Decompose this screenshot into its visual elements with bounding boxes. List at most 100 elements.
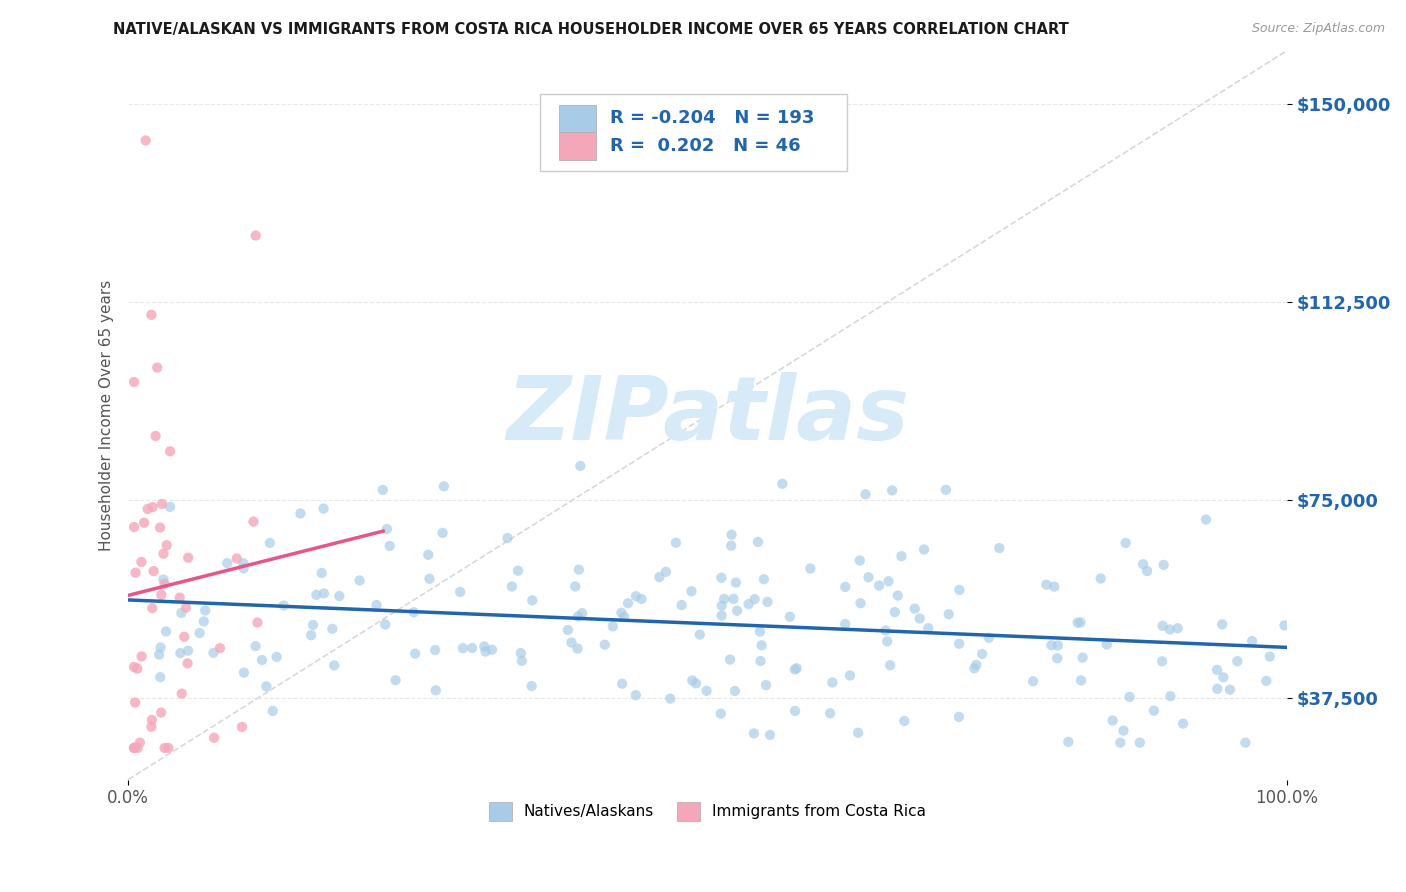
Point (152, 547, 174, 561)
Point (818, 706, 841, 721)
Point (665, 535, 688, 549)
Point (149, 520, 172, 534)
Point (742, 726, 765, 740)
Point (141, 601, 163, 615)
Point (173, 630, 195, 644)
FancyBboxPatch shape (560, 104, 596, 132)
Point (1046, 639, 1069, 653)
Point (1115, 536, 1137, 550)
Text: NATIVE/ALASKAN VS IMMIGRANTS FROM COSTA RICA HOUSEHOLDER INCOME OVER 65 YEARS CO: NATIVE/ALASKAN VS IMMIGRANTS FROM COSTA … (112, 22, 1069, 37)
Point (659, 691, 682, 706)
Point (254, 679, 277, 693)
Point (425, 643, 447, 657)
Point (472, 640, 495, 654)
Point (557, 623, 579, 637)
Point (1046, 651, 1069, 665)
Point (786, 661, 808, 675)
Point (142, 564, 165, 578)
Point (948, 582, 970, 597)
Point (748, 624, 770, 639)
Point (571, 606, 593, 620)
Point (148, 648, 170, 662)
Point (170, 687, 193, 701)
Point (323, 658, 346, 673)
Point (122, 740, 145, 755)
Point (752, 572, 775, 586)
Point (242, 515, 264, 529)
Point (1226, 654, 1249, 668)
Point (481, 642, 503, 657)
Point (132, 516, 155, 530)
Point (122, 375, 145, 389)
Point (685, 676, 707, 690)
Point (156, 538, 179, 552)
Point (169, 591, 191, 605)
Point (1109, 736, 1132, 750)
Point (1069, 615, 1091, 630)
Point (1159, 689, 1181, 703)
Point (124, 566, 146, 580)
Point (1070, 673, 1092, 688)
Point (349, 574, 371, 588)
Point (451, 641, 474, 656)
Point (169, 646, 191, 660)
Point (131, 555, 153, 569)
Point (849, 553, 872, 567)
Point (610, 606, 633, 620)
Point (710, 706, 733, 721)
Point (1040, 638, 1063, 652)
Point (141, 720, 163, 734)
Point (846, 725, 869, 739)
Point (378, 539, 401, 553)
Point (723, 591, 745, 606)
Legend: Natives/Alaskans, Immigrants from Costa Rica: Natives/Alaskans, Immigrants from Costa … (482, 796, 932, 827)
Point (1090, 572, 1112, 586)
Point (273, 599, 295, 613)
Point (724, 684, 747, 698)
Text: Source: ZipAtlas.com: Source: ZipAtlas.com (1251, 22, 1385, 36)
Point (876, 634, 898, 648)
Point (188, 626, 211, 640)
Point (681, 584, 703, 599)
Point (520, 679, 543, 693)
Point (783, 663, 806, 677)
Point (461, 640, 484, 655)
Point (522, 593, 544, 607)
Point (648, 570, 671, 584)
Point (150, 497, 173, 511)
Point (312, 501, 335, 516)
Point (1195, 513, 1218, 527)
Point (610, 676, 633, 690)
Point (720, 527, 742, 541)
Point (311, 566, 333, 580)
Point (1132, 558, 1154, 572)
Point (1241, 634, 1264, 648)
Point (433, 479, 456, 493)
Point (418, 548, 440, 562)
Y-axis label: Householder Income Over 65 years: Householder Income Over 65 years (100, 279, 114, 550)
Point (501, 579, 523, 593)
Point (384, 673, 406, 688)
Point (1167, 621, 1189, 635)
Point (245, 228, 267, 243)
Point (855, 487, 877, 501)
Point (568, 563, 591, 577)
Point (375, 522, 398, 536)
Point (718, 652, 741, 666)
Point (176, 657, 198, 671)
Point (232, 561, 254, 575)
Point (877, 574, 900, 589)
Point (366, 598, 388, 612)
Point (177, 550, 200, 565)
Point (1212, 670, 1234, 684)
Point (834, 580, 856, 594)
Point (131, 649, 153, 664)
Point (1219, 682, 1241, 697)
Point (965, 657, 987, 672)
Point (630, 592, 652, 607)
Point (875, 624, 897, 638)
Point (127, 662, 149, 676)
Point (834, 617, 856, 632)
Point (128, 736, 150, 750)
Text: R = -0.204   N = 193: R = -0.204 N = 193 (610, 110, 814, 128)
